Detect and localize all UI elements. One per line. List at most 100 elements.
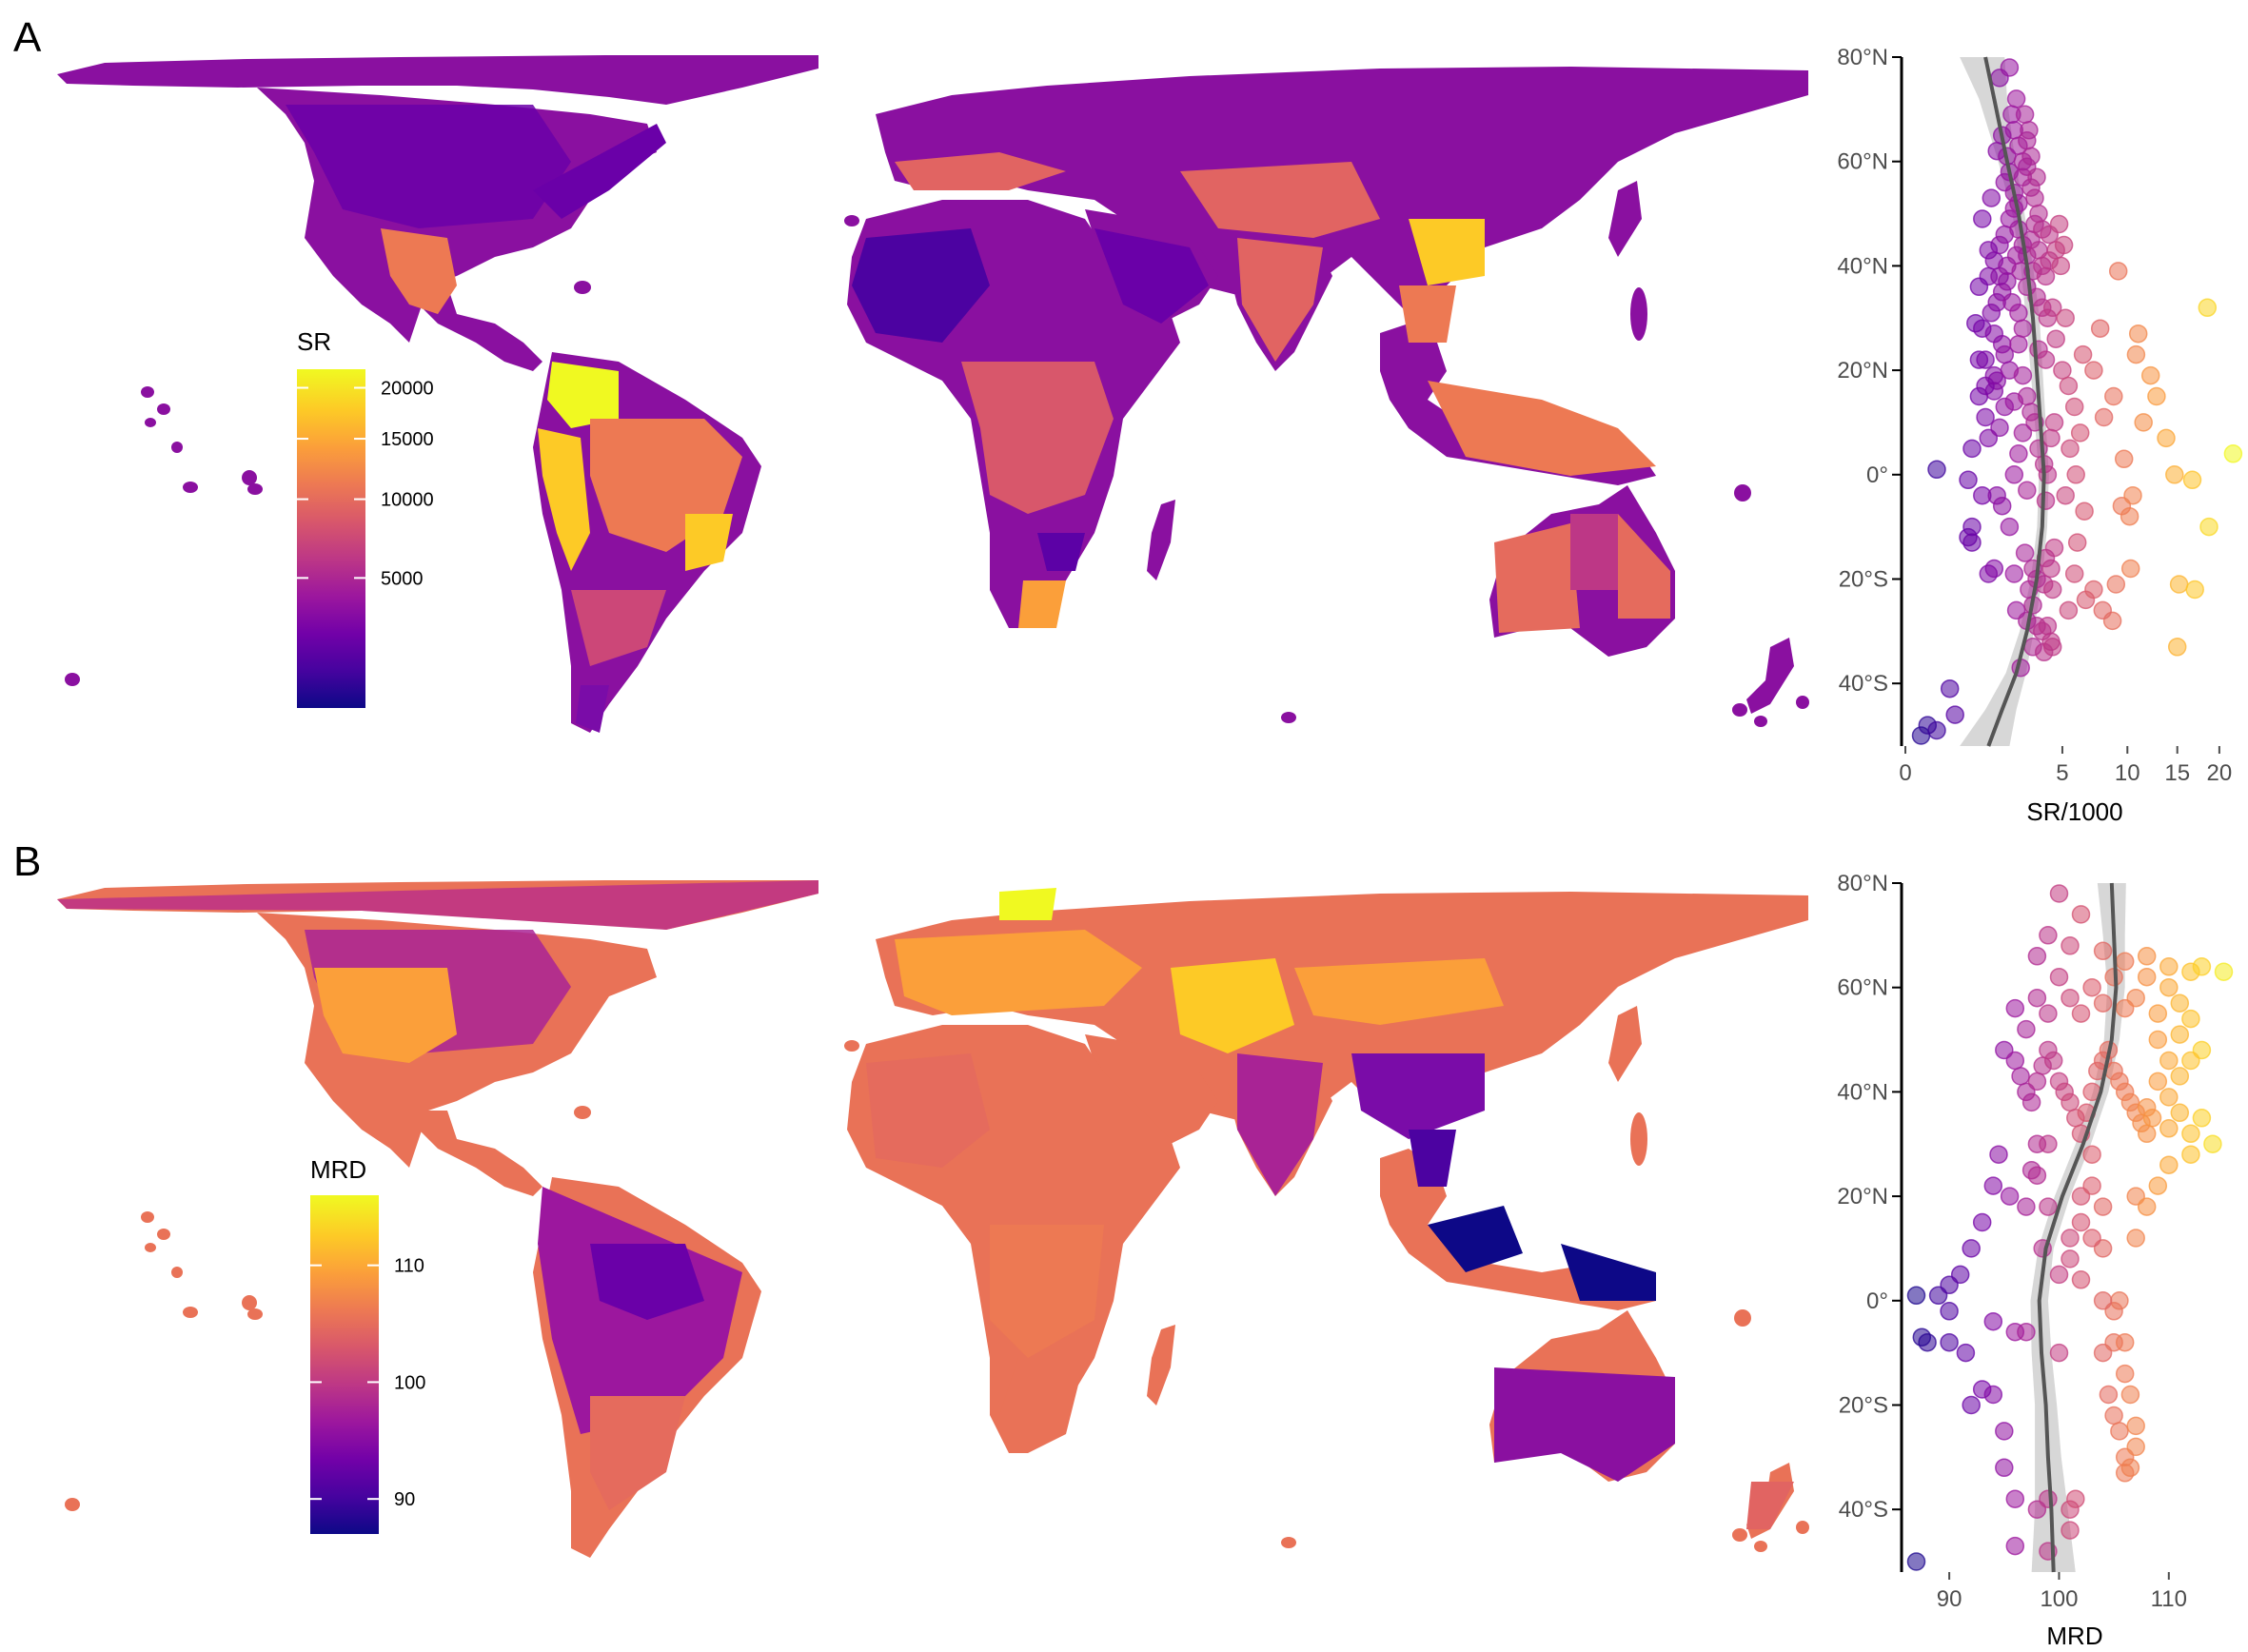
scatter-point [2051, 256, 2071, 276]
scatter-point [2056, 485, 2075, 505]
scatter-point [2036, 266, 2056, 286]
y-tick-label: 40°S [1839, 1497, 1888, 1523]
scatter-point [2038, 617, 2058, 636]
scatter-point [2114, 449, 2134, 469]
scatter-point [2071, 905, 2091, 924]
scatter-point [2159, 1088, 2179, 1107]
scatter-point [2126, 344, 2146, 364]
scatter-point [2199, 517, 2218, 537]
scatter-point [2110, 1422, 2129, 1441]
scatter-point [2036, 350, 2056, 369]
scatter-point [2009, 444, 2028, 463]
scatter-point [1995, 344, 2015, 364]
scatter-point [1992, 496, 2012, 516]
scatter-point [2214, 962, 2234, 981]
y-tick-label: 20°N [1837, 1184, 1888, 1210]
scatter-point [2148, 1072, 2168, 1092]
scatter-point [2005, 1051, 2025, 1071]
scatter-point [2025, 188, 2044, 207]
scatter-point [2075, 502, 2094, 521]
legend-ticks-sr: 20000 15000 10000 5000 [297, 379, 434, 589]
legend-colorbar-sr [297, 369, 365, 708]
scatter-point [1984, 365, 2004, 385]
scatter-point [2134, 413, 2153, 432]
y-tick-label: 20°N [1837, 358, 1888, 384]
scatter-point [2038, 465, 2058, 484]
y-tick-label: 60°N [1837, 975, 1888, 1001]
scatter-point [2093, 993, 2113, 1013]
scatter-point [2061, 936, 2080, 955]
scatter-point [2013, 423, 2033, 442]
scatter-point [2005, 998, 2025, 1018]
y-tick-label: 20°S [1839, 566, 1888, 592]
scatter-point [2082, 1229, 2101, 1248]
scatter-point [2006, 89, 2026, 108]
scatter-point [2126, 1437, 2145, 1457]
scatter-point [2170, 993, 2190, 1013]
scatter-point [2061, 1092, 2080, 1112]
scatter-point [2005, 1536, 2025, 1556]
scatter-point [2159, 1051, 2179, 1071]
scatter-point [2039, 926, 2058, 945]
scatter-point [1940, 1332, 1959, 1352]
scatter-point [2165, 465, 2184, 484]
scatter-point [2017, 1197, 2036, 1216]
scatter-point [2017, 1322, 2036, 1342]
scatter-point [2181, 1051, 2200, 1071]
scatter-point [2020, 121, 2039, 140]
scatter-point [2042, 298, 2062, 318]
scatter-point [2059, 600, 2079, 620]
x-tick-label: 15 [2164, 760, 2190, 786]
world-map-mrd [57, 880, 1809, 1558]
scatter-point [2082, 1176, 2101, 1195]
scatter-point [2110, 1291, 2129, 1310]
scatter-point [2018, 481, 2037, 500]
scatter-point [2004, 465, 2024, 484]
scatter-point [2027, 1166, 2047, 1185]
scatter-point [1976, 350, 1995, 369]
scatter-point [2137, 1098, 2157, 1117]
x-tick-label: 100 [2040, 1586, 2078, 1612]
scatter-point [1973, 209, 1992, 228]
scatter-point [2170, 1103, 2190, 1123]
scatter-point [2070, 423, 2090, 442]
scatter-point [2084, 580, 2103, 600]
x-axis-ticks-sr: 0 5 10 15 20 [1899, 746, 2232, 786]
scatter-point [1912, 1328, 1932, 1347]
x-tick-label: 0 [1899, 760, 1911, 786]
y-axis-ticks-sr: 80°N 60°N 40°N 20°N 0° 20°S 40°S [1837, 45, 1902, 697]
scatter-point [2064, 564, 2084, 583]
scatter-point [2059, 376, 2079, 396]
scatter-point [2120, 506, 2140, 526]
scatter-point [2159, 957, 2179, 976]
x-tick-label: 10 [2115, 760, 2140, 786]
scatter-point [1984, 324, 2004, 344]
scatter-point [2071, 1212, 2091, 1232]
legend-tick-label: 20000 [381, 379, 434, 400]
legend-sr: SR 20000 15000 10000 5000 [297, 327, 434, 708]
y-tick-label: 80°N [1837, 871, 1888, 896]
scatter-point [2049, 884, 2069, 903]
scatter-point [2148, 1004, 2168, 1023]
scatter-point [2049, 967, 2069, 987]
scatter-point [2123, 485, 2142, 505]
scatter-point [2044, 413, 2064, 432]
scatter-point [2027, 947, 2047, 966]
scatter-point [1979, 241, 1999, 260]
scatter-point [2120, 1385, 2140, 1405]
scatter-point [2009, 304, 2028, 323]
x-tick-label: 20 [2207, 760, 2233, 786]
scatter-point [2148, 1030, 2168, 1050]
scatter-point [2042, 580, 2062, 600]
scatter-points-sr [1911, 58, 2243, 745]
scatter-point [2082, 977, 2101, 997]
scatter-point [1995, 1458, 2014, 1478]
scatter-point [2115, 952, 2135, 972]
scatter-point [2071, 1270, 2091, 1289]
scatter-point [2015, 543, 2035, 562]
scatter-sr: 80°N 60°N 40°N 20°N 0° 20°S 40°S 0 5 10 15 20 SR/1… [1837, 45, 2243, 826]
scatter-point [2090, 319, 2110, 338]
scatter-point [2017, 1019, 2036, 1039]
scatter-point [2043, 1051, 2063, 1071]
scatter-point [2027, 167, 2046, 187]
